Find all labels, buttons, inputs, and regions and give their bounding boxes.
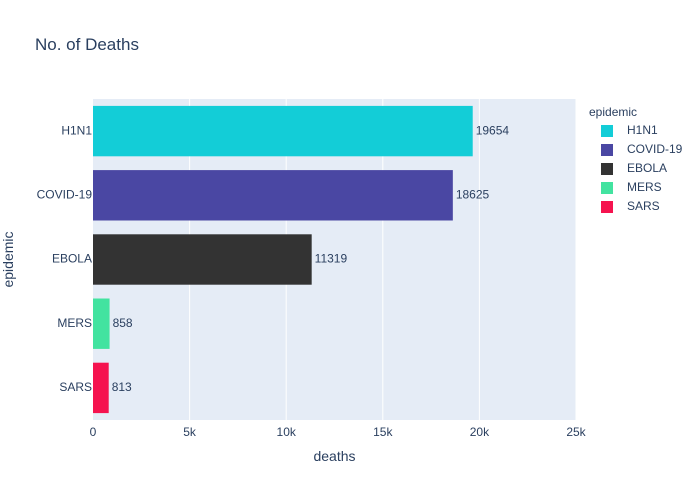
legend-item-mers: MERS xyxy=(627,180,662,194)
y-tick-covid-19: COVID-19 xyxy=(37,187,93,201)
x-tick-label: 25k xyxy=(566,425,586,439)
bar-value-ebola: 11319 xyxy=(315,252,348,266)
bar-ebola xyxy=(93,234,312,285)
legend-swatch-sars xyxy=(601,201,613,213)
y-tick-sars: SARS xyxy=(59,380,92,394)
x-tick-label: 15k xyxy=(373,425,393,439)
x-tick-label: 20k xyxy=(470,425,490,439)
bar-h1n1 xyxy=(93,105,473,157)
y-axis-ticks: H1N1 COVID-19 EBOLA MERS SARS xyxy=(37,123,93,394)
chart-title: No. of Deaths xyxy=(35,35,139,54)
legend-item-ebola: EBOLA xyxy=(627,161,667,175)
legend-swatch-mers xyxy=(601,182,613,194)
legend-swatch-covid-19 xyxy=(601,144,613,156)
x-axis-ticks: 0 5k 10k 15k 20k 25k xyxy=(90,425,587,439)
legend-item-h1n1: H1N1 xyxy=(627,123,658,137)
bar-sars xyxy=(93,362,109,414)
legend-title: epidemic xyxy=(589,105,637,119)
legend-item-sars: SARS xyxy=(627,199,660,213)
y-tick-mers: MERS xyxy=(57,316,92,330)
y-tick-ebola: EBOLA xyxy=(52,252,92,266)
legend: epidemic H1N1 COVID-19 EBOLA MERS SARS xyxy=(589,105,683,213)
bars xyxy=(93,105,473,414)
bar-value-labels: 19654 18625 11319 858 813 xyxy=(112,123,510,394)
y-tick-h1n1: H1N1 xyxy=(61,123,92,137)
bar-value-covid-19: 18625 xyxy=(456,187,490,201)
bar-covid-19 xyxy=(93,170,453,221)
x-axis-title: deaths xyxy=(313,448,355,464)
x-tick-label: 10k xyxy=(277,425,297,439)
bar-mers xyxy=(93,298,110,349)
x-tick-label: 5k xyxy=(183,425,197,439)
bar-value-mers: 858 xyxy=(113,316,133,330)
bar-value-sars: 813 xyxy=(112,380,132,394)
legend-item-covid-19: COVID-19 xyxy=(627,142,683,156)
legend-swatch-h1n1 xyxy=(601,125,613,137)
bar-value-h1n1: 19654 xyxy=(476,123,510,137)
y-axis-title: epidemic xyxy=(0,231,16,287)
legend-swatch-ebola xyxy=(601,163,613,175)
x-tick-label: 0 xyxy=(90,425,97,439)
